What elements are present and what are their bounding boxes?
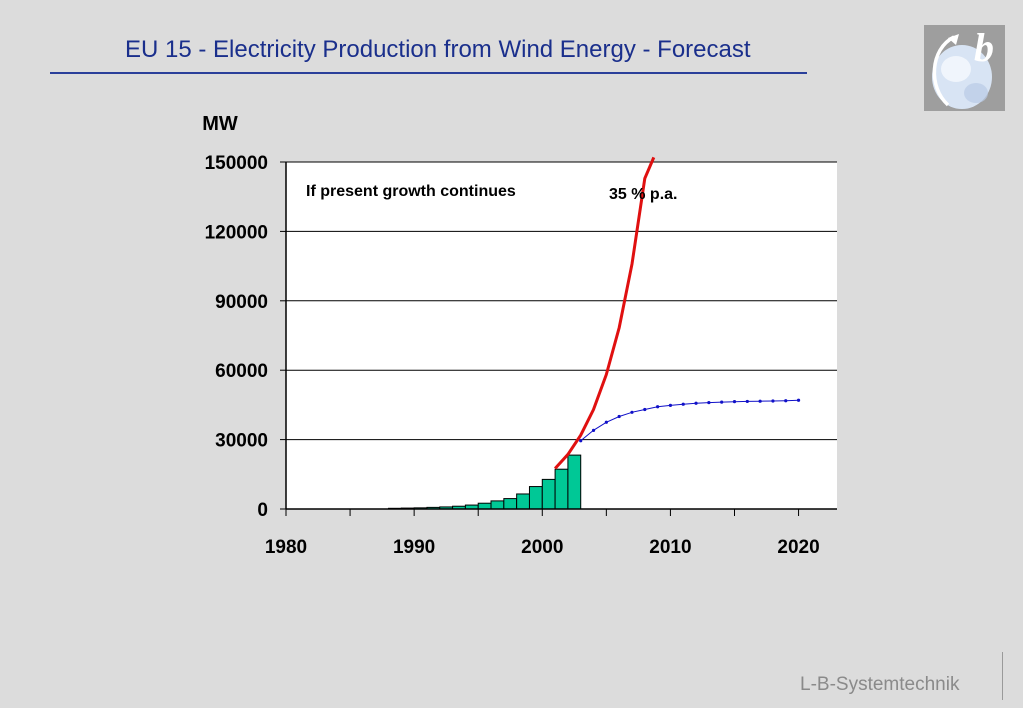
y-axis-label: MW — [202, 113, 238, 135]
forecast-line — [580, 399, 799, 442]
y-tick-label: 150000 — [205, 153, 268, 174]
forecast-point — [732, 400, 737, 404]
x-tick-label: 2020 — [777, 537, 819, 558]
y-tick-label: 120000 — [205, 222, 268, 243]
forecast-point — [681, 402, 685, 406]
x-tick-label: 1980 — [265, 537, 307, 558]
forecast-point — [604, 420, 608, 424]
bar — [541, 478, 556, 510]
bar — [567, 454, 582, 510]
footer-divider — [1002, 652, 1003, 700]
forecast-point — [745, 399, 749, 404]
forecast-point — [796, 398, 801, 402]
bar — [516, 493, 530, 510]
bar — [554, 468, 569, 510]
forecast-point — [630, 410, 634, 414]
forecast-point — [694, 401, 698, 405]
plot-area — [286, 162, 837, 509]
y-tick-label: 90000 — [215, 292, 268, 313]
logo-letter: b — [974, 25, 994, 70]
footer-brand: L-B-Systemtechnik — [800, 674, 960, 695]
annotation-growth-note: If present growth continues — [306, 183, 516, 200]
logo-arrow-head-icon — [948, 34, 959, 45]
x-tick-label: 1990 — [393, 537, 435, 558]
forecast-point — [758, 399, 762, 403]
forecast-point — [720, 400, 724, 404]
x-tick-label: 2010 — [649, 537, 691, 558]
forecast-point — [591, 428, 596, 432]
growth-line — [553, 156, 656, 470]
logo-arrow-icon — [932, 35, 955, 107]
y-tick-label: 30000 — [215, 431, 268, 452]
title-underline — [50, 72, 807, 74]
forecast-point — [668, 403, 673, 407]
bar — [503, 498, 518, 510]
logo-globe-highlight — [941, 56, 971, 82]
bar — [490, 500, 505, 510]
bar — [528, 486, 543, 510]
forecast-point — [617, 414, 621, 419]
bar — [477, 502, 492, 510]
annotation-rate: 35 % p.a. — [609, 186, 677, 203]
forecast-point — [579, 439, 583, 443]
forecast-point — [771, 399, 775, 403]
slide-title: EU 15 - Electricity Production from Wind… — [125, 36, 751, 63]
y-tick-label: 60000 — [215, 361, 268, 382]
company-logo: b — [924, 25, 1005, 111]
forecast-point — [656, 405, 660, 409]
forecast-point — [643, 407, 647, 412]
x-tick-label: 2000 — [521, 537, 563, 558]
y-tick-label: 0 — [257, 500, 268, 521]
logo-globe-shade — [964, 83, 988, 103]
forecast-point — [784, 399, 788, 403]
forecast-point — [707, 400, 711, 405]
